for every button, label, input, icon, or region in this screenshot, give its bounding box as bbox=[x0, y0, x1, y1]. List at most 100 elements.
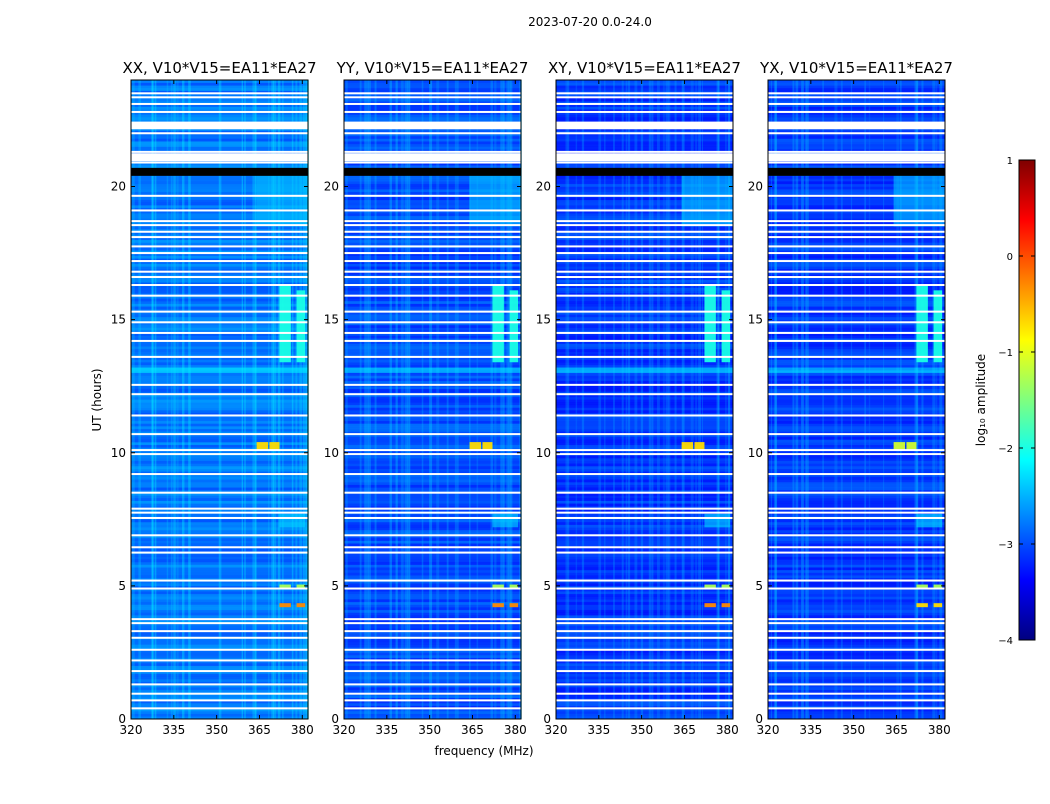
noise-row bbox=[344, 247, 521, 251]
noise-row bbox=[344, 111, 521, 115]
flagged-row bbox=[344, 511, 521, 514]
noise-row bbox=[344, 647, 521, 651]
noise-row bbox=[556, 143, 733, 147]
noise-row bbox=[344, 316, 521, 320]
channel-stripe bbox=[840, 80, 843, 719]
flagged-row bbox=[131, 551, 308, 554]
noise-row bbox=[556, 282, 733, 286]
noise-row bbox=[556, 394, 733, 398]
noise-row bbox=[768, 519, 945, 523]
noise-row bbox=[344, 535, 521, 539]
noise-row bbox=[344, 293, 521, 296]
noise-row bbox=[556, 652, 733, 656]
rfi-feature bbox=[893, 170, 945, 227]
noise-row bbox=[131, 213, 308, 217]
noise-row bbox=[344, 266, 521, 270]
noise-row bbox=[768, 450, 945, 454]
noise-row bbox=[556, 274, 733, 278]
noise-row bbox=[344, 463, 521, 467]
noise-row bbox=[768, 423, 945, 427]
flagged-row bbox=[131, 96, 308, 99]
noise-row bbox=[768, 255, 945, 259]
noise-row bbox=[131, 316, 308, 320]
flagged-row bbox=[556, 453, 733, 456]
noise-row bbox=[768, 529, 945, 533]
noise-row bbox=[344, 380, 521, 384]
noise-row bbox=[768, 207, 945, 211]
noise-row bbox=[131, 450, 308, 454]
channel-stripe bbox=[717, 80, 720, 719]
noise-row bbox=[131, 359, 308, 363]
noise-row bbox=[768, 215, 945, 219]
noise-row bbox=[556, 380, 733, 384]
noise-row bbox=[556, 117, 733, 121]
noise-row bbox=[768, 285, 945, 288]
noise-row bbox=[556, 316, 733, 320]
noise-row bbox=[556, 442, 733, 446]
noise-row bbox=[556, 423, 733, 427]
flagged-row bbox=[556, 683, 733, 686]
channel-stripe bbox=[834, 80, 838, 719]
noise-row bbox=[131, 567, 308, 571]
noise-row bbox=[344, 513, 521, 517]
noise-row bbox=[556, 247, 733, 251]
noise-row bbox=[556, 239, 733, 243]
noise-row bbox=[768, 569, 945, 573]
flagged-row bbox=[556, 648, 733, 651]
flagged-row bbox=[556, 433, 733, 436]
noise-row bbox=[131, 119, 308, 123]
flagged-block bbox=[556, 153, 733, 162]
noise-row bbox=[556, 428, 733, 432]
channel-stripe bbox=[868, 80, 871, 719]
noise-row bbox=[556, 300, 733, 304]
noise-row bbox=[768, 447, 945, 451]
flagged-row bbox=[556, 636, 733, 639]
noise-row bbox=[768, 647, 945, 651]
noise-row bbox=[768, 543, 945, 547]
noise-row bbox=[768, 471, 945, 475]
noise-row bbox=[768, 135, 945, 139]
channel-stripe bbox=[604, 80, 606, 719]
noise-row bbox=[131, 141, 308, 145]
flagged-block bbox=[344, 153, 521, 162]
channel-stripe bbox=[668, 80, 671, 719]
noise-row bbox=[344, 716, 521, 720]
x-tick-label: 350 bbox=[418, 723, 441, 737]
noise-row bbox=[344, 359, 521, 363]
noise-row bbox=[556, 271, 733, 275]
flagged-row bbox=[768, 96, 945, 99]
noise-row bbox=[768, 205, 945, 209]
noise-row bbox=[768, 641, 945, 645]
noise-row bbox=[768, 628, 945, 632]
rfi-feature bbox=[893, 442, 906, 451]
noise-row bbox=[768, 588, 945, 592]
flagged-row bbox=[768, 433, 945, 436]
noise-row bbox=[768, 98, 945, 102]
noise-row bbox=[344, 101, 521, 105]
noise-row bbox=[768, 428, 945, 432]
noise-row bbox=[556, 111, 733, 115]
noise-row bbox=[556, 364, 733, 368]
noise-row bbox=[131, 138, 308, 142]
noise-row bbox=[556, 127, 733, 131]
noise-row bbox=[344, 119, 521, 123]
noise-row bbox=[344, 372, 521, 376]
noise-row bbox=[131, 439, 308, 443]
noise-row bbox=[556, 308, 733, 312]
flagged-row bbox=[344, 699, 521, 702]
noise-row bbox=[556, 87, 733, 91]
x-tick-label: 365 bbox=[673, 723, 696, 737]
flagged-row bbox=[344, 636, 521, 639]
noise-row bbox=[131, 681, 308, 685]
noise-row bbox=[768, 663, 945, 667]
channel-stripe bbox=[792, 80, 795, 719]
x-tick-label: 350 bbox=[630, 723, 653, 737]
noise-row bbox=[556, 285, 733, 288]
noise-row bbox=[768, 596, 945, 600]
noise-row bbox=[131, 591, 308, 595]
flagged-row bbox=[344, 670, 521, 673]
flagged-row bbox=[344, 473, 521, 476]
noise-row bbox=[131, 338, 308, 342]
channel-stripe bbox=[662, 80, 665, 719]
noise-row bbox=[131, 199, 308, 203]
